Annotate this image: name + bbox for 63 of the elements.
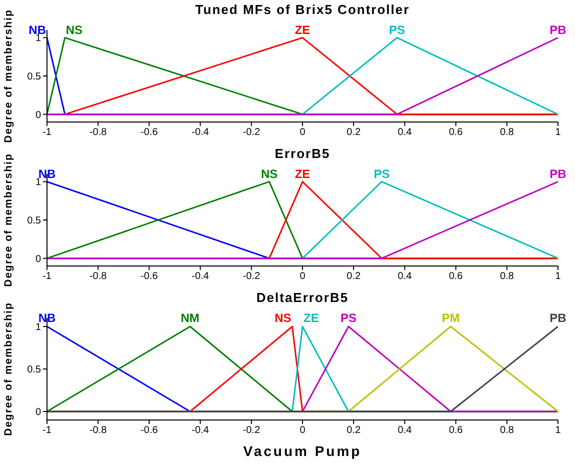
y-tick-label: 0.5 [27, 72, 42, 83]
y-axis-title: Degree of membership [2, 9, 15, 143]
x-tick-label: -1 [42, 425, 52, 436]
y-axis-title: Degree of membership [2, 302, 15, 436]
x-tick-label: -0.4 [192, 425, 210, 436]
series-label: PM [442, 311, 460, 325]
y-tick-label: 0 [35, 407, 42, 418]
series-label: PB [550, 23, 567, 37]
x-tick-label: -0.4 [192, 127, 210, 138]
series-label: PB [550, 311, 567, 325]
x-tick-label: 0.6 [448, 271, 464, 282]
series-label: NS [66, 23, 83, 37]
x-tick-label: 0.8 [500, 271, 514, 282]
x-tick-label: 0.2 [346, 271, 361, 282]
chart-title: Tuned MFs of Brix5 Controller [194, 2, 411, 17]
x-tick-label: -0.6 [140, 271, 158, 282]
y-tick-label: 1 [35, 322, 42, 334]
x-tick-label: 0.6 [448, 425, 464, 436]
x-tick-label: -0.2 [242, 271, 260, 282]
x-tick-label: 0.2 [346, 425, 361, 436]
x-tick-label: -0.8 [89, 127, 108, 138]
series-label: ZE [294, 167, 310, 181]
x-tick-label: 1 [555, 127, 562, 138]
series-label: ZE [294, 23, 310, 37]
x-tick-label: 0.4 [398, 127, 412, 138]
x-tick-label: -1 [42, 127, 52, 138]
x-tick-label: 0.4 [398, 271, 412, 282]
x-tick-label: 0.8 [500, 425, 514, 436]
series-label: PS [389, 23, 406, 37]
x-tick-label: -0.6 [140, 425, 158, 436]
x-tick-label: -0.8 [89, 425, 108, 436]
series-label: PB [550, 167, 567, 181]
chart-title: ErrorB5 [274, 146, 332, 161]
y-tick-label: 0.5 [27, 364, 42, 376]
x-tick-label: 1 [555, 271, 562, 282]
x-tick-label: -0.6 [140, 127, 158, 138]
y-tick-label: 0 [35, 110, 42, 121]
x-tick-label: 0.6 [448, 127, 464, 138]
x-tick-label: 0 [300, 127, 306, 138]
x-tick-label: -0.2 [242, 127, 260, 138]
x-tick-label: -1 [42, 271, 52, 282]
series-label: NS [274, 311, 292, 325]
x-tick-label: 0 [300, 425, 306, 436]
x-tick-label: 0.8 [500, 127, 514, 138]
y-axis-title: Degree of membership [2, 153, 15, 287]
x-axis-title: Vacuum Pump [243, 443, 362, 459]
x-tick-label: 0.4 [398, 425, 412, 436]
series-label: NM [180, 311, 200, 325]
series-label: PS [374, 167, 390, 181]
x-tick-label: 1 [555, 425, 562, 436]
series-label: NB [38, 311, 56, 325]
y-tick-label: 0.5 [27, 216, 42, 227]
series-label: PS [340, 311, 356, 325]
x-tick-label: -0.2 [242, 425, 260, 436]
x-tick-label: -0.8 [89, 271, 108, 282]
y-tick-label: 1 [35, 33, 42, 44]
chart-title: DeltaErrorB5 [255, 290, 350, 305]
x-tick-label: -0.4 [192, 271, 210, 282]
series-label: NS [260, 167, 278, 181]
series-label: ZE [304, 311, 319, 325]
x-tick-label: 0 [300, 271, 306, 282]
x-tick-label: 0.2 [346, 127, 361, 138]
y-tick-label: 0 [35, 254, 42, 265]
